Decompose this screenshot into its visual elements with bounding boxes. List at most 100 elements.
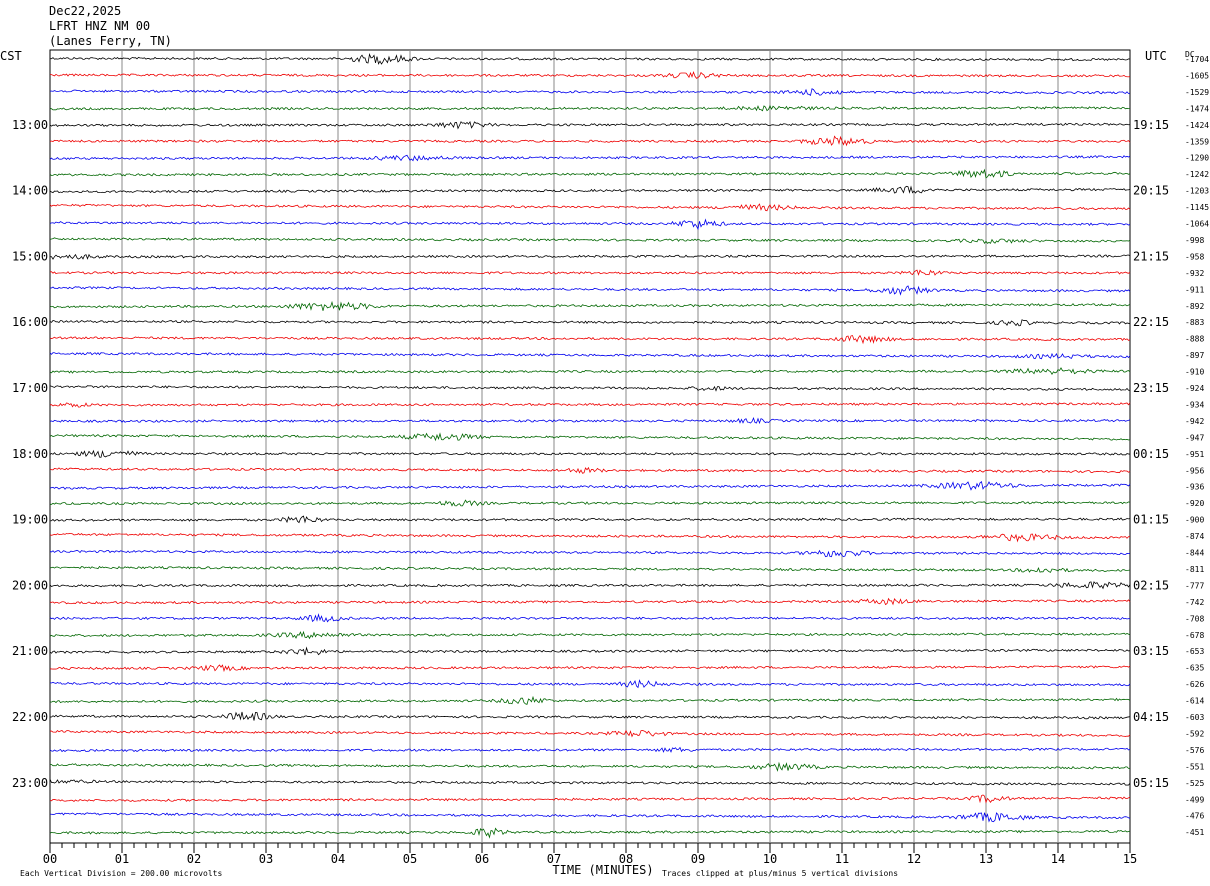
seismic-trace — [49, 778, 1131, 786]
header-station: LFRT HNZ NM 00 — [49, 19, 151, 33]
utc-time-label: 03:15 — [1133, 644, 1169, 658]
dc-offset-label: -932 — [1185, 269, 1204, 278]
dc-offset-label: -708 — [1185, 614, 1204, 623]
seismic-trace — [49, 352, 1131, 360]
seismic-trace — [49, 480, 1131, 491]
cst-time-label: 21:00 — [12, 644, 48, 658]
x-tick-label: 01 — [115, 852, 129, 866]
dc-offset-label: -1359 — [1185, 137, 1209, 146]
dc-offset-label: -1529 — [1185, 88, 1209, 97]
seismic-trace — [49, 402, 1131, 408]
dc-offset-label: -947 — [1185, 433, 1204, 442]
dc-offset-label: -924 — [1185, 384, 1204, 393]
seismic-trace — [49, 812, 1131, 823]
x-tick-label: 14 — [1051, 852, 1065, 866]
utc-time-label: 02:15 — [1133, 578, 1169, 592]
seismic-trace — [49, 319, 1131, 327]
dc-offset-label: -998 — [1185, 236, 1204, 245]
seismic-trace — [49, 70, 1131, 79]
utc-time-label: 00:15 — [1133, 447, 1169, 461]
left-axis-label: CST — [0, 49, 22, 63]
seismic-trace — [49, 385, 1131, 392]
plot-frame — [49, 49, 1131, 844]
cst-time-label: 16:00 — [12, 315, 48, 329]
x-tick-label: 08 — [619, 852, 633, 866]
seismic-trace — [49, 711, 1131, 721]
utc-time-label: 01:15 — [1133, 513, 1169, 527]
dc-offset-label: -1424 — [1185, 121, 1209, 130]
seismic-trace — [49, 630, 1131, 640]
seismic-trace — [49, 154, 1131, 162]
dc-offset-label: -476 — [1185, 812, 1204, 821]
seismic-trace — [49, 695, 1131, 705]
x-tick-label: 07 — [547, 852, 561, 866]
seismic-trace — [49, 761, 1131, 772]
cst-time-label: 13:00 — [12, 118, 48, 132]
x-tick-label: 12 — [907, 852, 921, 866]
dc-offset-label: -1605 — [1185, 71, 1209, 80]
seismic-trace — [49, 664, 1131, 673]
cst-time-label: 15:00 — [12, 249, 48, 263]
seismic-trace — [49, 237, 1131, 245]
dc-offset-label: -888 — [1185, 335, 1204, 344]
dc-offset-label: -883 — [1185, 318, 1204, 327]
dc-offset-label: -911 — [1185, 285, 1204, 294]
seismic-trace — [49, 549, 1131, 558]
seismic-trace — [49, 334, 1131, 345]
dc-offset-label: -844 — [1185, 549, 1204, 558]
seismic-trace — [49, 367, 1131, 375]
right-axis-label: UTC — [1145, 49, 1167, 63]
x-tick-label: 00 — [43, 852, 57, 866]
dc-offset-label: -811 — [1185, 565, 1204, 574]
dc-offset-label: -942 — [1185, 417, 1204, 426]
footer-clip-note: Traces clipped at plus/minus 5 vertical … — [662, 869, 898, 878]
dc-offset-label: -892 — [1185, 302, 1204, 311]
cst-time-label: 20:00 — [12, 578, 48, 592]
dc-offset-label: -592 — [1185, 729, 1204, 738]
seismic-trace — [49, 185, 1131, 194]
seismic-trace — [49, 794, 1131, 804]
dc-offset-label: -897 — [1185, 351, 1204, 360]
seismic-trace — [49, 253, 1131, 260]
utc-time-label: 04:15 — [1133, 710, 1169, 724]
dc-offset-label: -1145 — [1185, 203, 1209, 212]
seismic-trace — [49, 203, 1131, 212]
x-tick-label: 03 — [259, 852, 273, 866]
dc-offset-label: -1474 — [1185, 104, 1209, 113]
x-tick-label: 04 — [331, 852, 345, 866]
utc-time-label: 19:15 — [1133, 118, 1169, 132]
x-tick-label: 05 — [403, 852, 417, 866]
x-tick-label: 11 — [835, 852, 849, 866]
seismic-trace — [49, 597, 1131, 606]
seismic-trace — [49, 168, 1131, 179]
seismic-trace — [49, 532, 1131, 543]
utc-time-label: 22:15 — [1133, 315, 1169, 329]
dc-offset-label: -1242 — [1185, 170, 1209, 179]
seismic-trace — [49, 499, 1131, 507]
dc-offset-label: -777 — [1185, 581, 1204, 590]
dc-offset-label: -874 — [1185, 532, 1204, 541]
seismic-trace — [49, 827, 1131, 839]
dc-offset-label: -626 — [1185, 680, 1204, 689]
dc-offset-label: -1203 — [1185, 187, 1209, 196]
seismic-trace — [49, 613, 1131, 623]
utc-time-label: 21:15 — [1133, 249, 1169, 263]
seismic-trace — [49, 135, 1131, 147]
dc-offset-label: -958 — [1185, 252, 1204, 261]
x-tick-label: 09 — [691, 852, 705, 866]
seismic-trace — [49, 515, 1131, 524]
dc-offset-label: -920 — [1185, 499, 1204, 508]
x-tick-label: 06 — [475, 852, 489, 866]
seismic-trace — [49, 120, 1131, 130]
dc-offset-label: -934 — [1185, 400, 1204, 409]
dc-offset-label: -525 — [1185, 779, 1204, 788]
seismic-trace — [49, 746, 1131, 753]
seismic-trace — [49, 300, 1131, 311]
seismic-trace — [49, 729, 1131, 738]
seismic-trace — [49, 416, 1131, 425]
seismic-trace — [49, 53, 1131, 65]
dc-offset-label: -1704 — [1185, 55, 1209, 64]
dc-offset-label: -1290 — [1185, 154, 1209, 163]
dc-offset-label: -576 — [1185, 746, 1204, 755]
dc-offset-label: -635 — [1185, 664, 1204, 673]
